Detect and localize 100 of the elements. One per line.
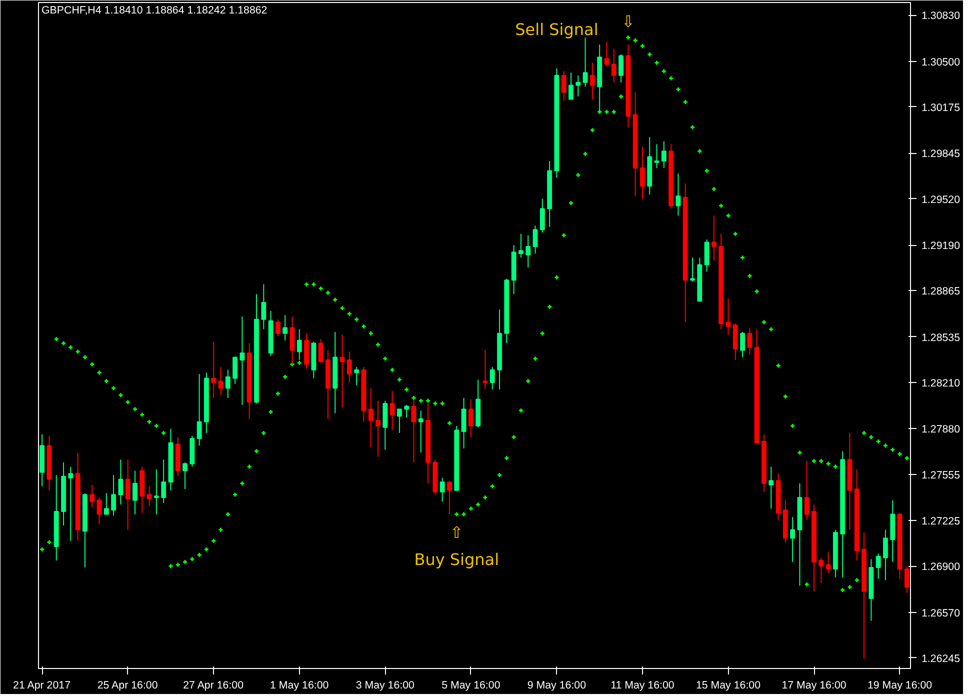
- candlestick: [826, 552, 831, 574]
- candlestick: [468, 398, 474, 438]
- candlestick: [747, 327, 752, 355]
- candlestick: [447, 482, 452, 515]
- candlestick: [275, 318, 280, 337]
- x-tick-label: 19 May 16:00: [867, 680, 932, 692]
- candlestick: [111, 474, 116, 516]
- x-tick-label: 9 May 16:00: [527, 680, 586, 692]
- y-tick-label: 1.30830: [922, 10, 960, 22]
- candlestick: [211, 341, 216, 398]
- y-tick-label: 1.26900: [922, 561, 960, 574]
- y-tick-label: 1.27225: [922, 516, 960, 528]
- candlestick: [561, 70, 566, 102]
- candlestick: [304, 332, 309, 369]
- candlestick: [768, 466, 774, 510]
- candlestick: [876, 553, 881, 580]
- candlestick: [290, 316, 295, 365]
- x-tick-label: 25 Apr 16:00: [97, 680, 158, 692]
- candlestick: [96, 496, 102, 525]
- candlestick: [654, 144, 660, 168]
- candlestick: [161, 459, 166, 504]
- candlestick: [440, 477, 445, 502]
- candlestick: [146, 486, 152, 506]
- candlestick: [196, 374, 202, 446]
- x-tick-label: 17 May 16:00: [782, 680, 846, 692]
- y-tick-label: 1.29520: [922, 194, 960, 206]
- y-tick-label: 1.28535: [922, 332, 960, 344]
- candlestick: [368, 388, 374, 448]
- candlestick: [282, 314, 288, 341]
- candlestick: [590, 62, 595, 100]
- candlestick: [396, 408, 402, 434]
- candlestick: [704, 238, 710, 272]
- candlestick: [318, 338, 324, 364]
- candlestick: [225, 369, 230, 398]
- candlestick: [68, 466, 74, 542]
- y-tick-label: 1.26245: [922, 652, 960, 665]
- candlestick: [690, 257, 695, 282]
- candlestick: [240, 316, 245, 406]
- candlestick: [611, 48, 616, 83]
- y-tick-label: 1.28210: [922, 377, 960, 390]
- candlestick: [118, 459, 124, 505]
- candlestick: [526, 234, 531, 268]
- candlestick: [182, 462, 188, 490]
- candlestick: [418, 410, 424, 454]
- candlestick: [390, 390, 395, 431]
- candlestick: [90, 484, 95, 508]
- candlestick: [125, 459, 130, 530]
- candlestick: [904, 566, 910, 594]
- candlestick: [104, 492, 109, 515]
- candlestick: [582, 37, 588, 88]
- candlestick: [618, 54, 624, 83]
- y-tick-label: 1.28865: [922, 286, 960, 298]
- candlestick: [732, 323, 738, 361]
- candlestick: [818, 557, 824, 584]
- candlestick: [340, 334, 345, 408]
- annotation: Buy Signal: [414, 550, 500, 569]
- candlestick: [883, 529, 888, 581]
- candlestick: [532, 224, 538, 254]
- candlestick: [482, 350, 488, 390]
- y-tick-label: 1.29190: [922, 240, 960, 252]
- x-tick-label: 5 May 16:00: [442, 680, 500, 692]
- candlestick: [346, 351, 352, 383]
- x-tick-label: 1 May 16:00: [270, 680, 329, 692]
- x-tick-label: 21 Apr 2017: [13, 680, 71, 692]
- candlestick: [711, 215, 716, 261]
- annotation: Sell Signal: [515, 20, 598, 39]
- annotation: ⇩: [621, 12, 635, 31]
- candlestick: [154, 468, 159, 515]
- candlestick: [354, 366, 360, 386]
- candlestick: [604, 41, 610, 66]
- annotation: ⇧: [450, 523, 464, 542]
- y-tick-label: 1.27880: [922, 424, 960, 436]
- x-tick-label: 27 Apr 16:00: [183, 680, 244, 692]
- candlestick: [540, 198, 545, 233]
- x-tick-label: 11 May 16:00: [610, 680, 674, 692]
- candlestick: [490, 366, 495, 390]
- candlestick: [461, 397, 466, 449]
- candlestick: [382, 400, 388, 450]
- y-tick-label: 1.27555: [922, 469, 960, 482]
- candlestick: [740, 331, 745, 358]
- chart-title: GBPCHF,H4 1.18410 1.18864 1.18242 1.18862: [42, 4, 268, 16]
- y-tick-label: 1.26570: [922, 607, 960, 620]
- candlestick: [640, 146, 645, 200]
- candlestick: [261, 284, 266, 330]
- y-tick-label: 1.29845: [922, 148, 960, 160]
- candlestick: [218, 366, 224, 396]
- candlestick: [376, 400, 380, 458]
- candlestick: [132, 470, 138, 515]
- candlestick: [518, 233, 524, 258]
- candlestick: [404, 404, 410, 418]
- candlestick: [576, 74, 581, 97]
- candlestick: [790, 516, 796, 562]
- candlestick: [676, 173, 681, 216]
- x-tick-label: 15 May 16:00: [696, 680, 761, 692]
- candlestick: [661, 140, 666, 168]
- y-tick-label: 1.30500: [922, 56, 960, 68]
- x-tick-label: 3 May 16:00: [356, 680, 415, 692]
- y-tick-label: 1.30175: [922, 102, 960, 114]
- candlestick: [568, 72, 574, 100]
- candlestick: [232, 356, 238, 384]
